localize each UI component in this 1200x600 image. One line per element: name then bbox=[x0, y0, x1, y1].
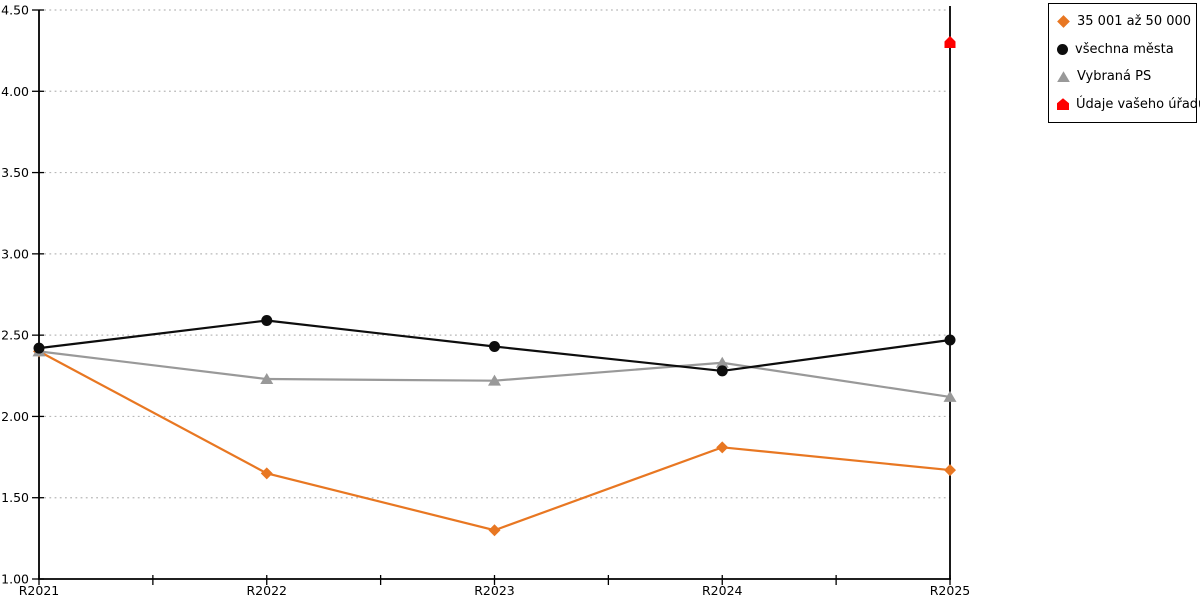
svg-text:R2022: R2022 bbox=[247, 583, 288, 598]
pentagon-marker-icon bbox=[1057, 98, 1069, 111]
legend-label-size-band: 35 001 až 50 000 bbox=[1077, 14, 1192, 30]
legend-item-size-band-35001-50000: 35 001 až 50 000 bbox=[1057, 14, 1194, 29]
diamond-marker-icon bbox=[1057, 15, 1070, 29]
legend: 35 001 až 50 000 všechna města Vybraná P… bbox=[1048, 3, 1200, 123]
svg-text:R2021: R2021 bbox=[19, 583, 60, 598]
legend-label-selected-ps: Vybraná PS bbox=[1077, 69, 1152, 85]
svg-text:1.00: 1.00 bbox=[1, 572, 29, 587]
svg-text:4.00: 4.00 bbox=[1, 84, 29, 99]
svg-text:R2024: R2024 bbox=[702, 583, 743, 598]
svg-text:2.50: 2.50 bbox=[1, 328, 29, 343]
svg-text:3.00: 3.00 bbox=[1, 246, 29, 261]
legend-label-your-office: Údaje vašeho úřadu bbox=[1076, 96, 1200, 112]
svg-text:4.50: 4.50 bbox=[1, 3, 29, 18]
legend-item-your-office: Údaje vašeho úřadu bbox=[1057, 97, 1200, 112]
svg-text:2.00: 2.00 bbox=[1, 409, 29, 424]
legend-item-selected-ps: Vybraná PS bbox=[1057, 69, 1194, 84]
svg-text:R2025: R2025 bbox=[930, 583, 971, 598]
legend-item-all-cities: všechna města bbox=[1057, 42, 1194, 57]
circle-marker-icon bbox=[1057, 43, 1068, 55]
legend-label-all-cities: všechna města bbox=[1075, 41, 1174, 57]
triangle-marker-icon bbox=[1057, 71, 1070, 83]
svg-text:R2023: R2023 bbox=[474, 583, 515, 598]
svg-text:1.50: 1.50 bbox=[1, 490, 29, 505]
svg-text:3.50: 3.50 bbox=[1, 165, 29, 180]
